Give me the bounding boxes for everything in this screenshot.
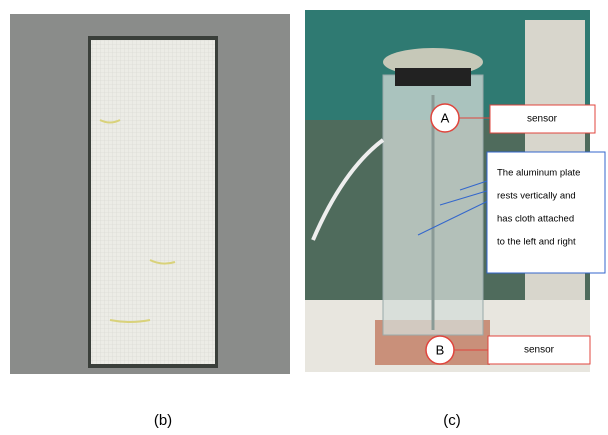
- arrow: [417, 199, 491, 236]
- marker: B: [436, 342, 445, 357]
- note: The aluminum plate rests vertically and ha…: [497, 168, 580, 248]
- marker-circle: [425, 335, 455, 365]
- hose: [311, 138, 385, 241]
- fan: [395, 68, 471, 86]
- callout-box: [489, 104, 596, 134]
- callout-box: [487, 335, 591, 365]
- panel-label: (b): [154, 412, 172, 429]
- note-line: rests vertically and: [497, 191, 576, 202]
- arrow: [459, 179, 491, 191]
- note-line: has cloth attached: [497, 214, 574, 225]
- note-line: The aluminum plate: [497, 168, 580, 179]
- panel-label: (c): [443, 412, 461, 429]
- callout-text: sensor: [527, 114, 558, 125]
- cloth: [91, 40, 215, 364]
- marker: A: [441, 110, 450, 125]
- callout-text: sensor: [524, 345, 555, 356]
- note-box: [486, 151, 606, 274]
- arrow: [439, 189, 491, 206]
- marker-circle: [430, 103, 460, 133]
- stain: [99, 119, 176, 323]
- photo-b: [10, 14, 290, 374]
- note-line: to the left and right: [497, 237, 576, 248]
